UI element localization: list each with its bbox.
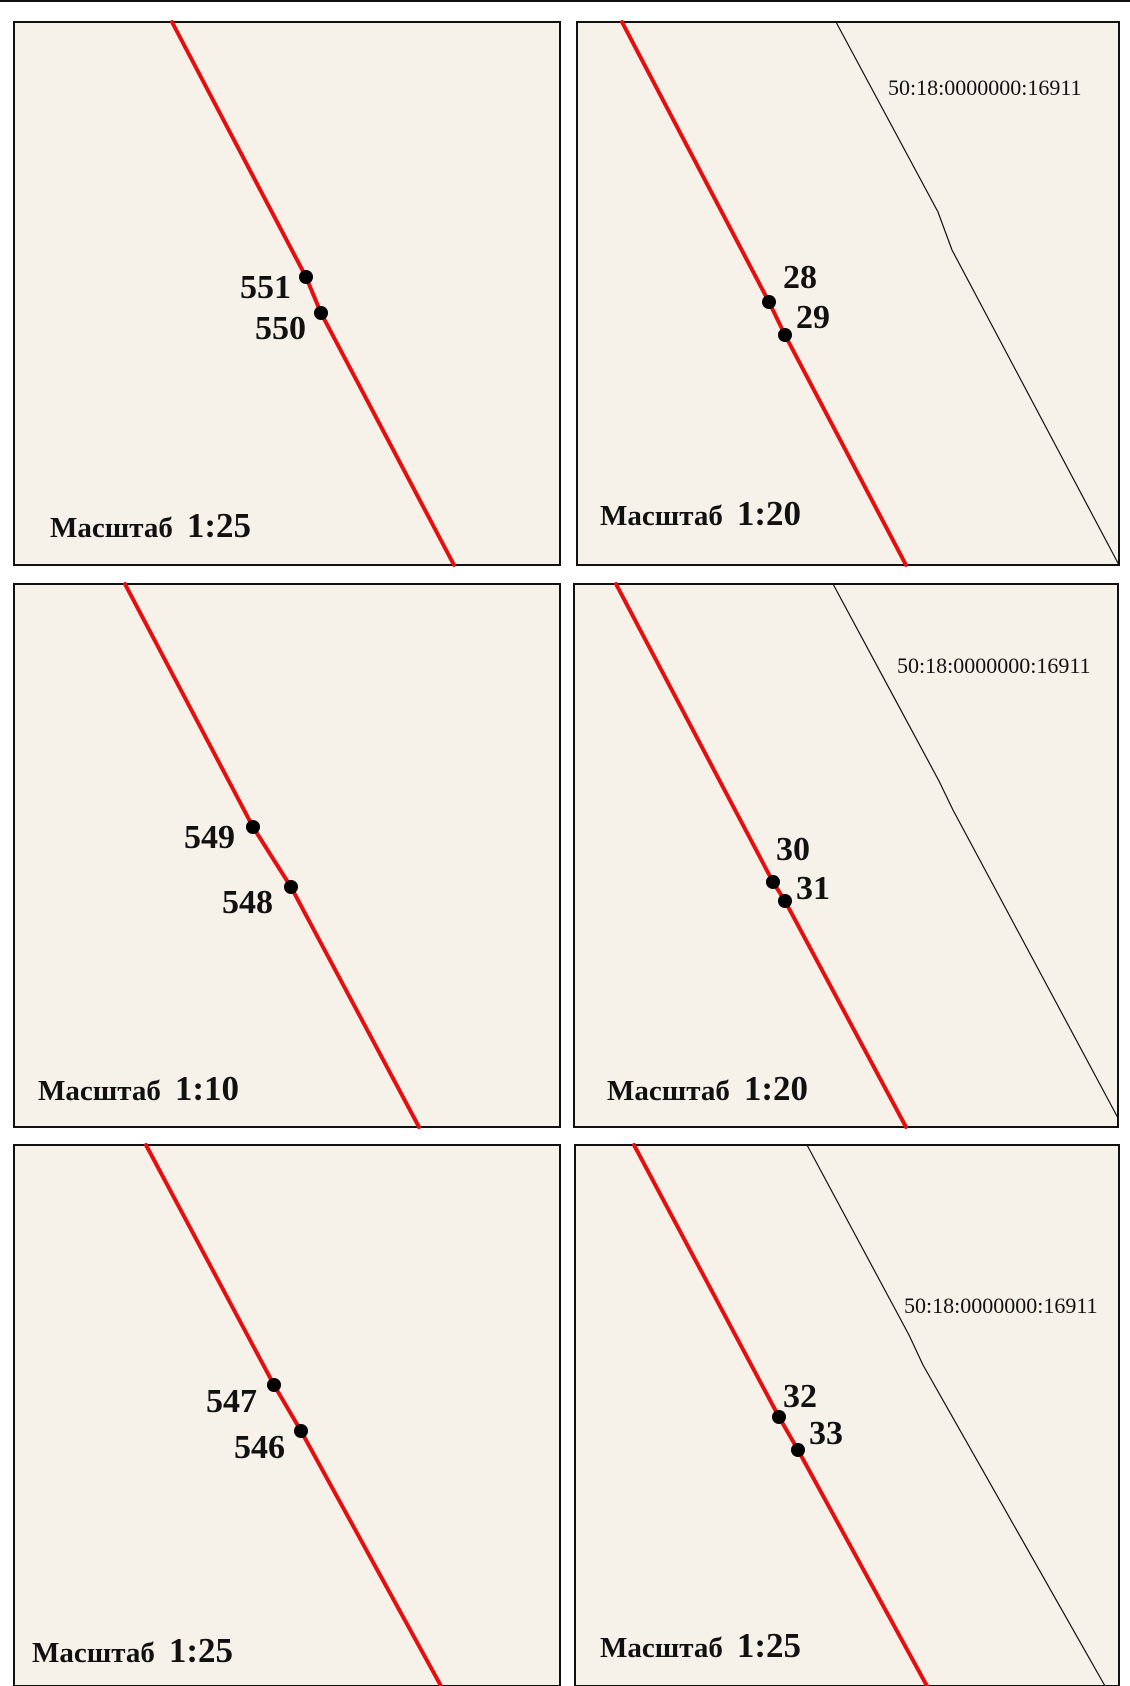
boundary-point-marker [791, 1443, 805, 1457]
cadastral-number-label: 50:18:0000000:16911 [888, 75, 1082, 100]
scale-word: Масштаб [32, 1637, 155, 1669]
point-label: 548 [222, 884, 273, 921]
point-label: 31 [796, 870, 830, 907]
panel-frame [576, 21, 1120, 566]
point-label: 546 [234, 1429, 285, 1466]
boundary-point-marker [778, 328, 792, 342]
scale-value: 1:20 [737, 494, 801, 533]
boundary-line [620, 20, 908, 567]
scale-label: Масштаб 1:20 [600, 494, 801, 533]
boundary-point-marker [762, 295, 776, 309]
panel-frame [574, 1144, 1120, 1686]
scale-label: Масштаб 1:25 [50, 506, 251, 545]
boundary-point-marker [267, 1378, 281, 1392]
boundary-point-marker [772, 1410, 786, 1424]
scale-word: Масштаб [600, 500, 723, 532]
scale-value: 1:20 [744, 1069, 808, 1108]
boundary-point-marker [766, 875, 780, 889]
adjacent-parcel-boundary [806, 1144, 1106, 1686]
boundary-point-marker [246, 820, 260, 834]
boundary-line [144, 1143, 443, 1686]
point-label: 28 [783, 259, 817, 296]
point-label: 30 [776, 831, 810, 868]
boundary-point-marker [294, 1424, 308, 1438]
adjacent-parcel-boundary [835, 21, 1120, 566]
point-label: 547 [206, 1383, 257, 1420]
point-label: 32 [783, 1378, 817, 1415]
scale-value: 1:25 [169, 1631, 233, 1670]
boundary-line [614, 582, 908, 1129]
boundary-line [632, 1143, 929, 1686]
scale-word: Масштаб [607, 1075, 730, 1107]
scale-label: Масштаб 1:20 [607, 1069, 808, 1108]
scale-value: 1:10 [175, 1069, 239, 1108]
boundary-line [123, 582, 421, 1129]
point-label: 551 [240, 269, 291, 306]
scale-value: 1:25 [187, 506, 251, 545]
scale-label: Масштаб 1:10 [38, 1069, 239, 1108]
panel-frame [13, 1144, 561, 1686]
cadastral-number-label: 50:18:0000000:16911 [897, 653, 1091, 678]
map-panel-3: 549 548 Масштаб 1:10 [13, 582, 561, 1129]
point-label: 550 [255, 310, 306, 347]
map-panel-4: 30 31 50:18:0000000:16911 Масштаб 1:20 [573, 582, 1119, 1129]
panel-frame [13, 583, 561, 1128]
boundary-line [170, 20, 456, 567]
boundary-point-marker [314, 306, 328, 320]
boundary-point-marker [284, 880, 298, 894]
map-panel-2: 28 29 50:18:0000000:16911 Масштаб 1:20 [576, 20, 1120, 567]
scale-label: Масштаб 1:25 [32, 1631, 233, 1670]
map-panel-1: 551 550 Масштаб 1:25 [13, 20, 561, 567]
map-panel-6: 32 33 50:18:0000000:16911 Масштаб 1:25 [574, 1143, 1120, 1686]
scale-word: Масштаб [600, 1632, 723, 1664]
boundary-point-marker [299, 270, 313, 284]
point-label: 549 [184, 819, 235, 856]
boundary-point-marker [778, 894, 792, 908]
point-label: 33 [809, 1415, 843, 1452]
panel-frame [13, 21, 561, 566]
scale-word: Масштаб [50, 512, 173, 544]
scale-value: 1:25 [737, 1626, 801, 1665]
scale-word: Масштаб [38, 1075, 161, 1107]
cadastral-number-label: 50:18:0000000:16911 [904, 1293, 1098, 1318]
point-label: 29 [796, 299, 830, 336]
map-panel-5: 547 546 Масштаб 1:25 [13, 1143, 561, 1686]
adjacent-parcel-boundary [832, 583, 1119, 1119]
scale-label: Масштаб 1:25 [600, 1626, 801, 1665]
